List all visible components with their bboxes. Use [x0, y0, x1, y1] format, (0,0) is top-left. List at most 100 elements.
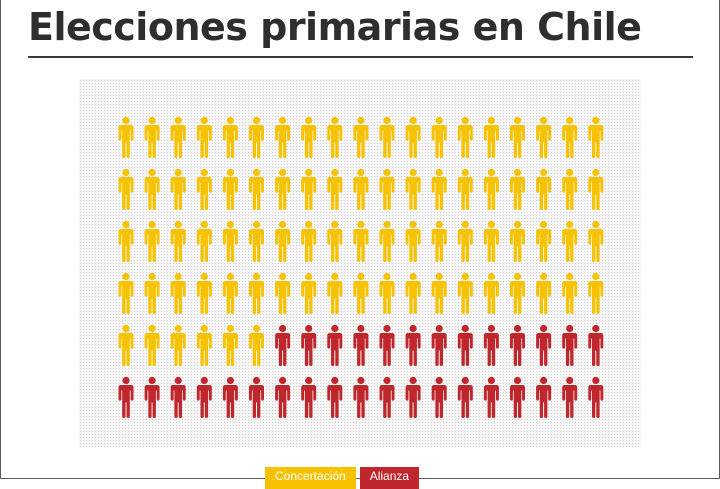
person-icon: [222, 376, 238, 418]
person-icon: [275, 272, 291, 314]
person-icon: [562, 376, 578, 418]
person-icon: [170, 168, 186, 210]
person-icon: [536, 116, 552, 158]
person-icon: [327, 116, 343, 158]
person-icon: [275, 116, 291, 158]
person-icon: [536, 272, 552, 314]
person-icon: [536, 168, 552, 210]
person-icon: [249, 272, 264, 314]
person-icon: [327, 272, 343, 314]
person-icon: [353, 324, 369, 366]
person-icon: [536, 376, 552, 418]
person-icon: [301, 324, 317, 366]
person-icon: [249, 168, 264, 210]
person-icon: [588, 116, 604, 158]
person-icon: [170, 376, 186, 418]
person-icon: [483, 116, 499, 158]
person-icon: [483, 220, 499, 262]
person-icon: [405, 272, 421, 314]
person-icon: [327, 168, 343, 210]
person-icon: [431, 376, 447, 418]
person-icon: [431, 168, 447, 210]
person-icon: [483, 168, 499, 210]
person-icon: [353, 220, 369, 262]
person-icon: [196, 220, 212, 262]
person-icon: [222, 272, 238, 314]
person-icon: [275, 324, 291, 366]
person-icon: [327, 220, 343, 262]
person-icon: [275, 376, 291, 418]
person-icon: [405, 116, 421, 158]
person-icon: [196, 116, 212, 158]
person-icon: [457, 272, 473, 314]
person-icon: [562, 272, 578, 314]
person-icon: [588, 272, 604, 314]
person-icon: [562, 220, 578, 262]
person-icon: [588, 168, 604, 210]
person-icon: [483, 376, 499, 418]
person-icon: [249, 324, 264, 366]
person-icon: [588, 220, 604, 262]
person-icon: [196, 168, 212, 210]
title-underline: [28, 56, 693, 58]
person-icon: [510, 376, 525, 418]
legend-item-concertacion: Concertación: [265, 467, 356, 489]
person-icon: [536, 220, 552, 262]
person-icon: [301, 220, 317, 262]
person-icon: [457, 116, 473, 158]
person-icon: [249, 116, 264, 158]
person-icon: [379, 220, 395, 262]
person-icon: [222, 168, 238, 210]
person-icon: [379, 168, 395, 210]
person-icon: [144, 168, 160, 210]
person-icon: [536, 324, 552, 366]
person-icon: [379, 376, 395, 418]
person-icon: [301, 376, 317, 418]
person-icon: [353, 272, 369, 314]
person-icon: [249, 220, 264, 262]
person-icon: [249, 376, 264, 418]
person-icon: [144, 376, 160, 418]
person-icon: [588, 324, 604, 366]
person-icon: [222, 324, 238, 366]
person-icon: [118, 116, 134, 158]
person-icon: [562, 324, 578, 366]
person-icon: [431, 272, 447, 314]
person-icon: [170, 272, 186, 314]
person-icon: [118, 376, 134, 418]
person-icon: [457, 376, 473, 418]
person-icon: [457, 324, 473, 366]
person-icon: [301, 168, 317, 210]
person-icon: [327, 324, 343, 366]
person-icon: [379, 324, 395, 366]
person-icon: [144, 116, 160, 158]
person-icon: [222, 116, 238, 158]
person-icon: [431, 324, 447, 366]
person-icon: [510, 324, 525, 366]
person-icon: [170, 220, 186, 262]
person-icon: [510, 220, 525, 262]
person-icon: [353, 168, 369, 210]
person-icon: [457, 168, 473, 210]
person-icon: [327, 376, 343, 418]
person-icon: [170, 324, 186, 366]
person-icon: [510, 168, 525, 210]
person-icon: [196, 376, 212, 418]
person-icon: [196, 272, 212, 314]
person-icon: [144, 272, 160, 314]
person-icon: [405, 168, 421, 210]
person-icon: [118, 168, 134, 210]
person-icon: [144, 220, 160, 262]
person-icon: [118, 272, 134, 314]
person-icon: [118, 324, 134, 366]
person-icon: [510, 272, 525, 314]
person-icon: [222, 220, 238, 262]
person-icon: [483, 324, 499, 366]
person-icon: [275, 220, 291, 262]
person-icon: [405, 324, 421, 366]
person-icon: [379, 272, 395, 314]
person-icon: [118, 220, 134, 262]
person-icon: [170, 116, 186, 158]
person-icon: [562, 168, 578, 210]
person-icon: [196, 324, 212, 366]
